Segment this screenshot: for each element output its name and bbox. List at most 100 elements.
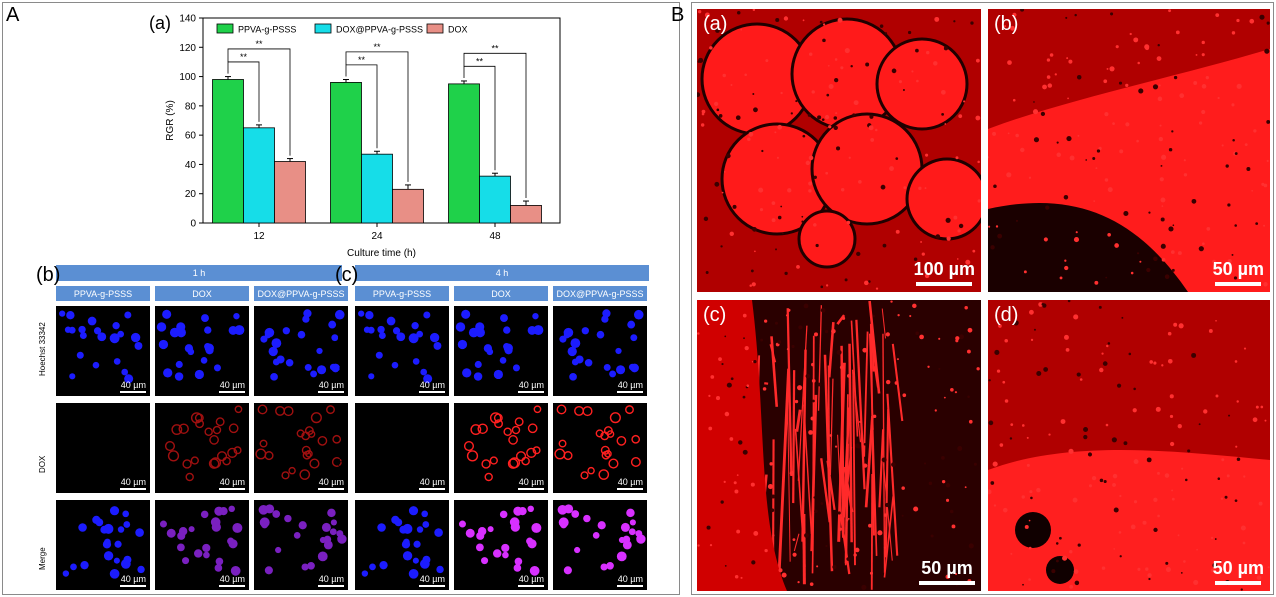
cell-nucleus	[327, 508, 336, 518]
cell-nucleus	[567, 346, 577, 357]
cell-nucleus	[622, 535, 631, 544]
cell-nucleus	[629, 519, 636, 526]
cell-nucleus	[615, 347, 622, 355]
cell-nucleus	[503, 427, 512, 436]
cell-nucleus	[625, 405, 634, 415]
panel-label: (b)	[36, 264, 61, 286]
column-header: PPVA-g-PSSS	[56, 286, 150, 301]
cell-nucleus	[521, 456, 530, 466]
cell-nucleus	[261, 521, 269, 529]
x-tick-label: 12	[253, 231, 265, 242]
tissue-panel-label: (a)	[703, 13, 728, 35]
cell-nucleus	[265, 504, 275, 514]
cell-nucleus	[163, 368, 173, 378]
cell-nucleus	[182, 557, 190, 565]
cell-nucleus	[169, 327, 180, 338]
cell-nucleus	[597, 521, 606, 530]
cell-nucleus	[511, 425, 521, 435]
scale-bar-label: 40 µm	[518, 477, 544, 487]
cell-nucleus	[559, 335, 567, 343]
cell-nucleus	[489, 412, 502, 424]
cell-nucleus	[310, 412, 322, 424]
cell-nucleus	[166, 528, 176, 538]
micrograph-cell: 40 µm	[454, 500, 548, 590]
scale-bar-label: 40 µm	[120, 477, 146, 487]
cell-nucleus	[204, 427, 213, 436]
cell-nucleus	[603, 363, 611, 371]
tissue-panel-label: (c)	[703, 304, 727, 326]
cell-nucleus	[190, 456, 199, 465]
cell-nucleus	[303, 309, 312, 318]
column-header: DOX	[155, 286, 249, 301]
cell-nucleus	[608, 458, 619, 469]
cell-nucleus	[408, 333, 419, 344]
cell-nucleus	[194, 369, 204, 380]
y-axis-label: RGR (%)	[165, 100, 176, 141]
cell-nucleus	[184, 344, 194, 353]
cell-nucleus	[271, 338, 282, 349]
cell-nucleus	[158, 339, 169, 350]
cell-nucleus	[276, 355, 285, 364]
scale-bar: 40 µm	[518, 380, 544, 393]
cell-nucleus	[365, 311, 374, 320]
cell-nucleus	[307, 561, 315, 570]
cell-nucleus	[212, 425, 222, 435]
column-header: DOX@PPVA-g-PSSS	[254, 286, 348, 301]
cell-nucleus	[284, 514, 292, 523]
scale-bar: 40 µm	[318, 574, 344, 587]
scale-bar-line	[219, 585, 245, 587]
significance-label: **	[476, 56, 484, 66]
cell-nucleus	[227, 537, 235, 545]
micrograph-cell: 40 µm	[254, 500, 348, 590]
cell-nucleus	[436, 565, 444, 574]
cell-nucleus	[66, 311, 75, 320]
cell-nucleus	[100, 525, 109, 534]
significance-bracket	[227, 48, 291, 156]
rgr-bar-chart: 0 20 40 60 80 100 120 140 RGR (%) 12 ** ** 24 ** ** 48 *…	[149, 13, 561, 259]
cell-nucleus	[282, 327, 290, 335]
cell-nucleus	[232, 522, 243, 533]
cell-nucleus	[598, 469, 610, 480]
cell-nucleus	[114, 540, 122, 548]
cell-nucleus	[564, 504, 574, 514]
cell-nucleus	[210, 457, 222, 469]
cell-nucleus	[563, 451, 573, 461]
cell-nucleus	[423, 374, 433, 384]
cell-nucleus	[281, 471, 290, 480]
cell-nucleus	[316, 347, 323, 355]
cell-nucleus	[190, 412, 203, 424]
cell-nucleus	[214, 564, 223, 572]
cell-nucleus	[499, 510, 508, 519]
scale-bar-label: 40 µm	[617, 477, 643, 487]
cell-nucleus	[628, 528, 636, 536]
cell-nucleus	[413, 540, 421, 548]
cell-nucleus	[329, 363, 337, 371]
cell-nucleus	[255, 448, 267, 460]
cell-nucleus	[264, 566, 273, 575]
cell-nucleus	[503, 326, 511, 334]
cell-nucleus	[259, 439, 268, 448]
cell-nucleus	[487, 526, 494, 533]
cell-nucleus	[135, 528, 144, 537]
cell-nucleus	[175, 360, 183, 369]
figure-b-border	[691, 2, 1274, 595]
time-header: 4 h	[355, 265, 649, 281]
scale-bar: 100 µm	[914, 259, 975, 286]
cell-nucleus	[233, 312, 240, 320]
cell-nucleus	[332, 434, 342, 444]
cell-nucleus	[109, 568, 120, 579]
cell-nucleus	[457, 339, 468, 350]
cell-nucleus	[331, 334, 339, 342]
micrograph-cell: 40 µm	[155, 500, 249, 590]
cell-nucleus	[391, 361, 399, 369]
micrograph-cell: 40 µm	[553, 306, 647, 396]
micrograph-cell: 40 µm	[254, 306, 348, 396]
scale-bar: 40 µm	[617, 380, 643, 393]
cell-nucleus	[317, 551, 328, 562]
cell-nucleus	[200, 357, 208, 364]
cell-nucleus	[304, 363, 312, 371]
cell-nucleus	[234, 405, 243, 414]
cell-nucleus	[476, 531, 485, 540]
cell-nucleus	[59, 310, 66, 317]
scale-bar: 40 µm	[219, 477, 245, 490]
